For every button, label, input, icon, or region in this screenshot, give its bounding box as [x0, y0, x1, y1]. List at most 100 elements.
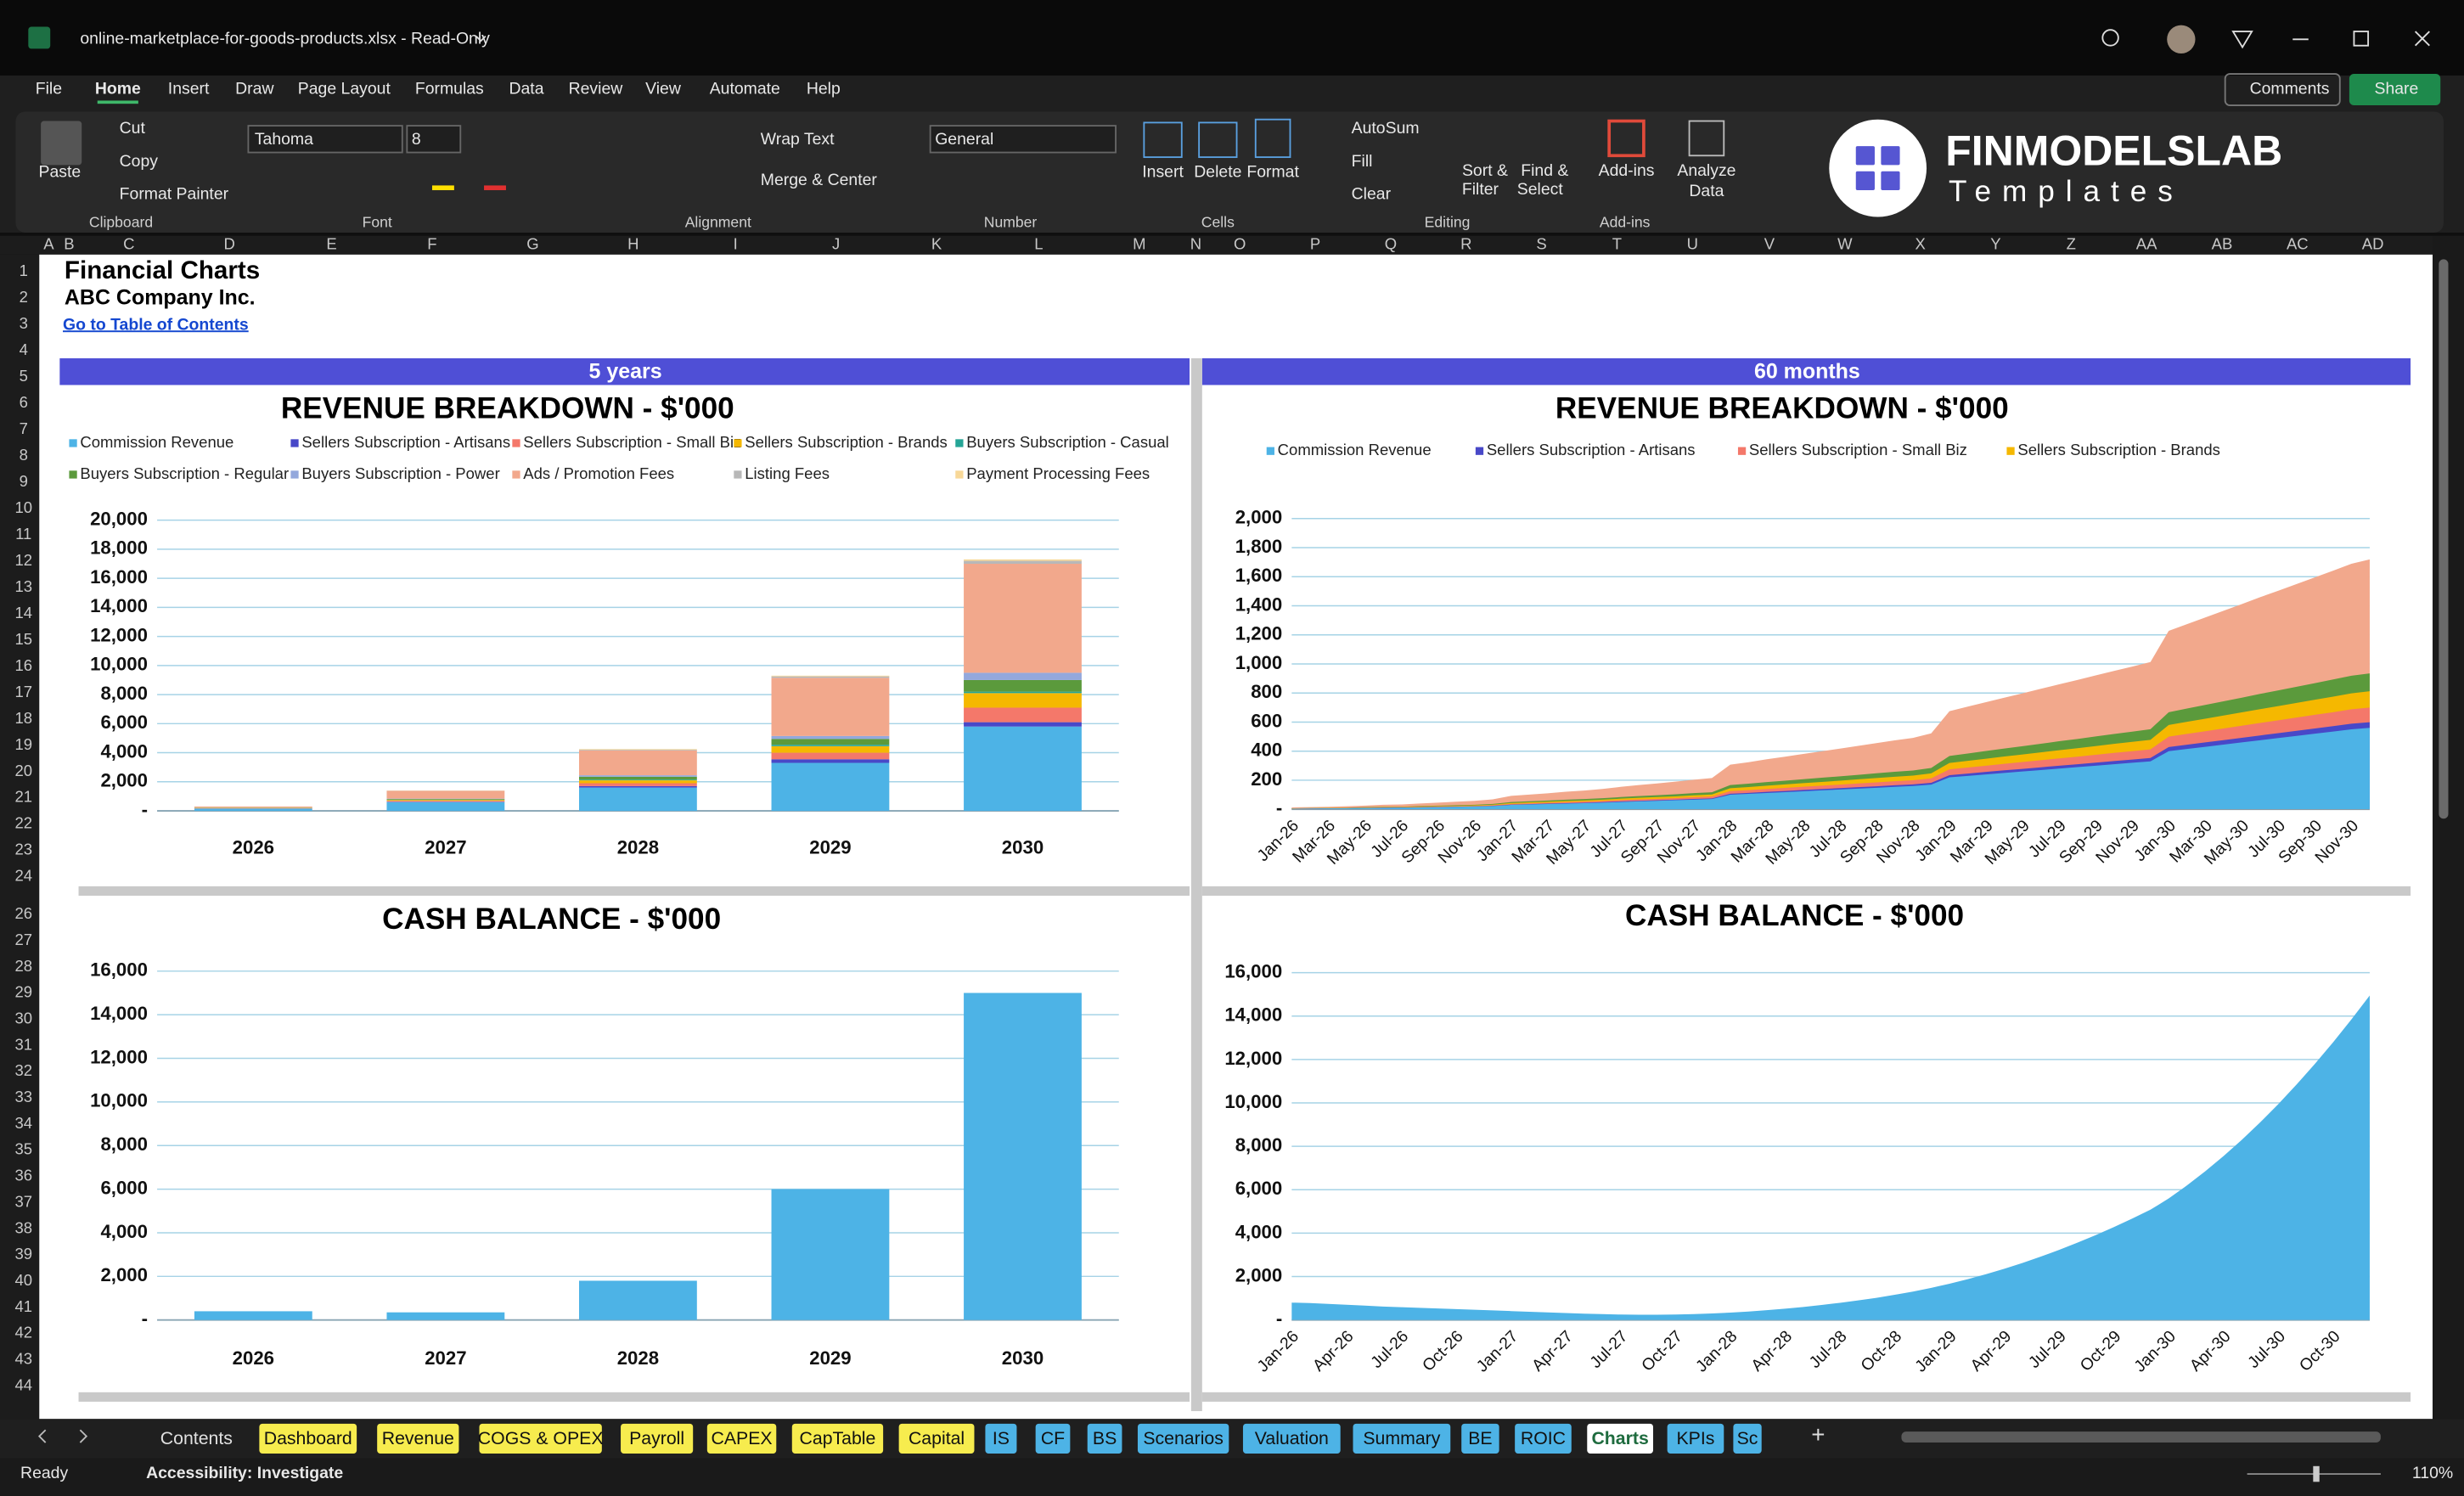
row-header[interactable]: 38	[14, 1218, 32, 1236]
column-header[interactable]: L	[1034, 235, 1043, 253]
sheet-tab-label[interactable]: BS	[1093, 1428, 1117, 1448]
sheet-tab[interactable]	[791, 1423, 884, 1454]
cut-label[interactable]: Cut	[120, 119, 146, 138]
find-label[interactable]: Select	[1517, 180, 1564, 199]
window-title[interactable]: online-marketplace-for-goods-products.xl…	[80, 29, 490, 48]
legend-label[interactable]: Payment Processing Fees	[966, 464, 1150, 482]
sheet-tab[interactable]	[1035, 1423, 1071, 1454]
column-header[interactable]: H	[627, 235, 639, 253]
number-format-box[interactable]	[929, 125, 1117, 154]
legend-label[interactable]: Buyers Subscription - Regular	[80, 464, 289, 482]
paste-label[interactable]: Paste	[38, 163, 81, 182]
share-button[interactable]	[2349, 74, 2441, 106]
row-header[interactable]: 1	[20, 262, 28, 279]
row-header[interactable]: 28	[14, 957, 32, 975]
row-header[interactable]: 14	[14, 604, 32, 621]
row-header[interactable]: 34	[14, 1114, 32, 1132]
column-header[interactable]: M	[1133, 235, 1145, 253]
sheet-tab[interactable]	[1353, 1423, 1451, 1454]
legend-label[interactable]: Commission Revenue	[80, 433, 233, 451]
row-header[interactable]: 40	[14, 1271, 32, 1289]
menu-item[interactable]: Formulas	[415, 80, 484, 98]
menu-item[interactable]: Help	[807, 80, 841, 98]
menu-item[interactable]: Data	[509, 80, 543, 98]
font-color-swatch[interactable]	[484, 185, 506, 190]
horizontal-scrollbar[interactable]	[1901, 1431, 2381, 1443]
insert-label[interactable]: Insert	[1142, 163, 1184, 182]
sheet-tab[interactable]	[1587, 1423, 1654, 1454]
row-header[interactable]: 36	[14, 1167, 32, 1184]
row-header[interactable]: 22	[14, 814, 32, 832]
column-header[interactable]: AD	[2362, 235, 2384, 253]
column-header[interactable]: Z	[2067, 235, 2076, 253]
row-header[interactable]: 2	[20, 288, 28, 306]
menu-item[interactable]: Insert	[168, 80, 210, 98]
row-header[interactable]: 23	[14, 841, 32, 858]
legend-label[interactable]: Buyers Subscription - Power	[301, 464, 499, 482]
analyze-label[interactable]: Data	[1689, 182, 1724, 200]
sheet-tab[interactable]	[985, 1423, 1017, 1454]
column-header[interactable]: W	[1837, 235, 1853, 253]
column-header[interactable]: B	[64, 235, 74, 253]
sheet-tab-label[interactable]: IS	[993, 1428, 1010, 1448]
row-header[interactable]: 4	[20, 340, 28, 358]
column-header[interactable]: A	[43, 235, 54, 253]
legend-label[interactable]: Listing Fees	[745, 464, 830, 482]
column-header[interactable]: AB	[2212, 235, 2233, 253]
sheet-tab-label[interactable]: ROIC	[1521, 1428, 1566, 1448]
column-header[interactable]: D	[224, 235, 235, 253]
row-header[interactable]: 26	[14, 904, 32, 922]
sheet-tab[interactable]	[706, 1423, 777, 1454]
row-header[interactable]: 24	[14, 867, 32, 885]
comments-label[interactable]: Comments	[2250, 80, 2330, 98]
menu-item[interactable]: Review	[569, 80, 624, 98]
sheet-tab-label[interactable]: CAPEX	[712, 1428, 773, 1448]
font-size-box[interactable]	[406, 125, 462, 154]
zoom-thumb[interactable]	[2313, 1465, 2320, 1482]
column-header[interactable]: P	[1310, 235, 1320, 253]
paste-icon[interactable]	[41, 121, 82, 166]
font-size[interactable]: 8	[412, 130, 421, 149]
highlight-swatch[interactable]	[431, 185, 454, 190]
menu-item[interactable]: Draw	[235, 80, 274, 98]
row-header[interactable]: 32	[14, 1061, 32, 1079]
insert-icon[interactable]	[1143, 121, 1183, 159]
legend-label[interactable]: Sellers Subscription - Brands	[2017, 441, 2220, 458]
close[interactable]	[2414, 31, 2430, 47]
row-header[interactable]: 3	[20, 314, 28, 332]
column-header[interactable]: Y	[1990, 235, 2000, 253]
sheet-tab-label[interactable]: CapTable	[800, 1428, 876, 1448]
row-header[interactable]: 39	[14, 1245, 32, 1263]
column-header[interactable]: U	[1687, 235, 1698, 253]
add-sheet[interactable]: +	[1811, 1421, 1825, 1448]
sheet-tab-label[interactable]: Valuation	[1255, 1428, 1329, 1448]
sheet-tab[interactable]	[1733, 1423, 1762, 1454]
row-header[interactable]: 10	[14, 498, 32, 516]
row-header[interactable]: 21	[14, 788, 32, 806]
legend-label[interactable]: Commission Revenue	[1278, 441, 1432, 458]
sheet-tab[interactable]	[377, 1423, 459, 1454]
sheet-tab-label[interactable]: COGS & OPEX	[478, 1428, 604, 1448]
column-header[interactable]: O	[1234, 235, 1246, 253]
clear-label[interactable]: Clear	[1352, 185, 1392, 204]
menu-item[interactable]: View	[645, 80, 682, 98]
analyze-icon[interactable]	[1688, 120, 1725, 157]
avatar[interactable]	[2167, 25, 2196, 53]
sheet-tab[interactable]	[898, 1423, 975, 1454]
font-name-box[interactable]	[247, 125, 403, 154]
search-icon[interactable]	[2101, 29, 2119, 47]
fill-label[interactable]: Fill	[1352, 152, 1373, 171]
font-name[interactable]: Tahoma	[255, 130, 313, 149]
comments-button[interactable]	[2224, 73, 2341, 106]
sheet-tab[interactable]	[479, 1423, 602, 1454]
legend-label[interactable]: Ads / Promotion Fees	[523, 464, 674, 482]
addins-label[interactable]: Add-ins	[1599, 161, 1655, 180]
row-header[interactable]: 27	[14, 931, 32, 948]
legend-label[interactable]: Sellers Subscription - Brands	[745, 433, 948, 451]
row-header[interactable]: 37	[14, 1192, 32, 1210]
number-format[interactable]: General	[935, 130, 993, 149]
row-header[interactable]: 17	[14, 683, 32, 700]
row-header[interactable]: 15	[14, 630, 32, 648]
menu-item[interactable]: Page Layout	[298, 80, 391, 98]
format-icon[interactable]	[1254, 118, 1291, 159]
